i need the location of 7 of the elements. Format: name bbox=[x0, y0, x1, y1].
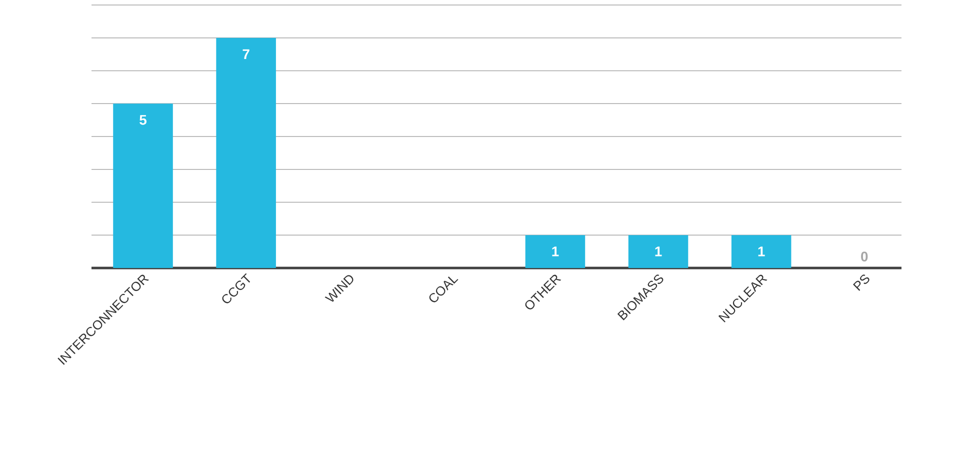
x-tick-label: PS bbox=[853, 274, 870, 291]
data-label: 1 bbox=[758, 246, 765, 256]
data-label: 0 bbox=[861, 252, 868, 262]
data-label: 5 bbox=[140, 115, 147, 125]
data-label: 7 bbox=[242, 49, 250, 59]
data-label: 1 bbox=[552, 246, 559, 256]
data-label: 1 bbox=[655, 246, 662, 256]
